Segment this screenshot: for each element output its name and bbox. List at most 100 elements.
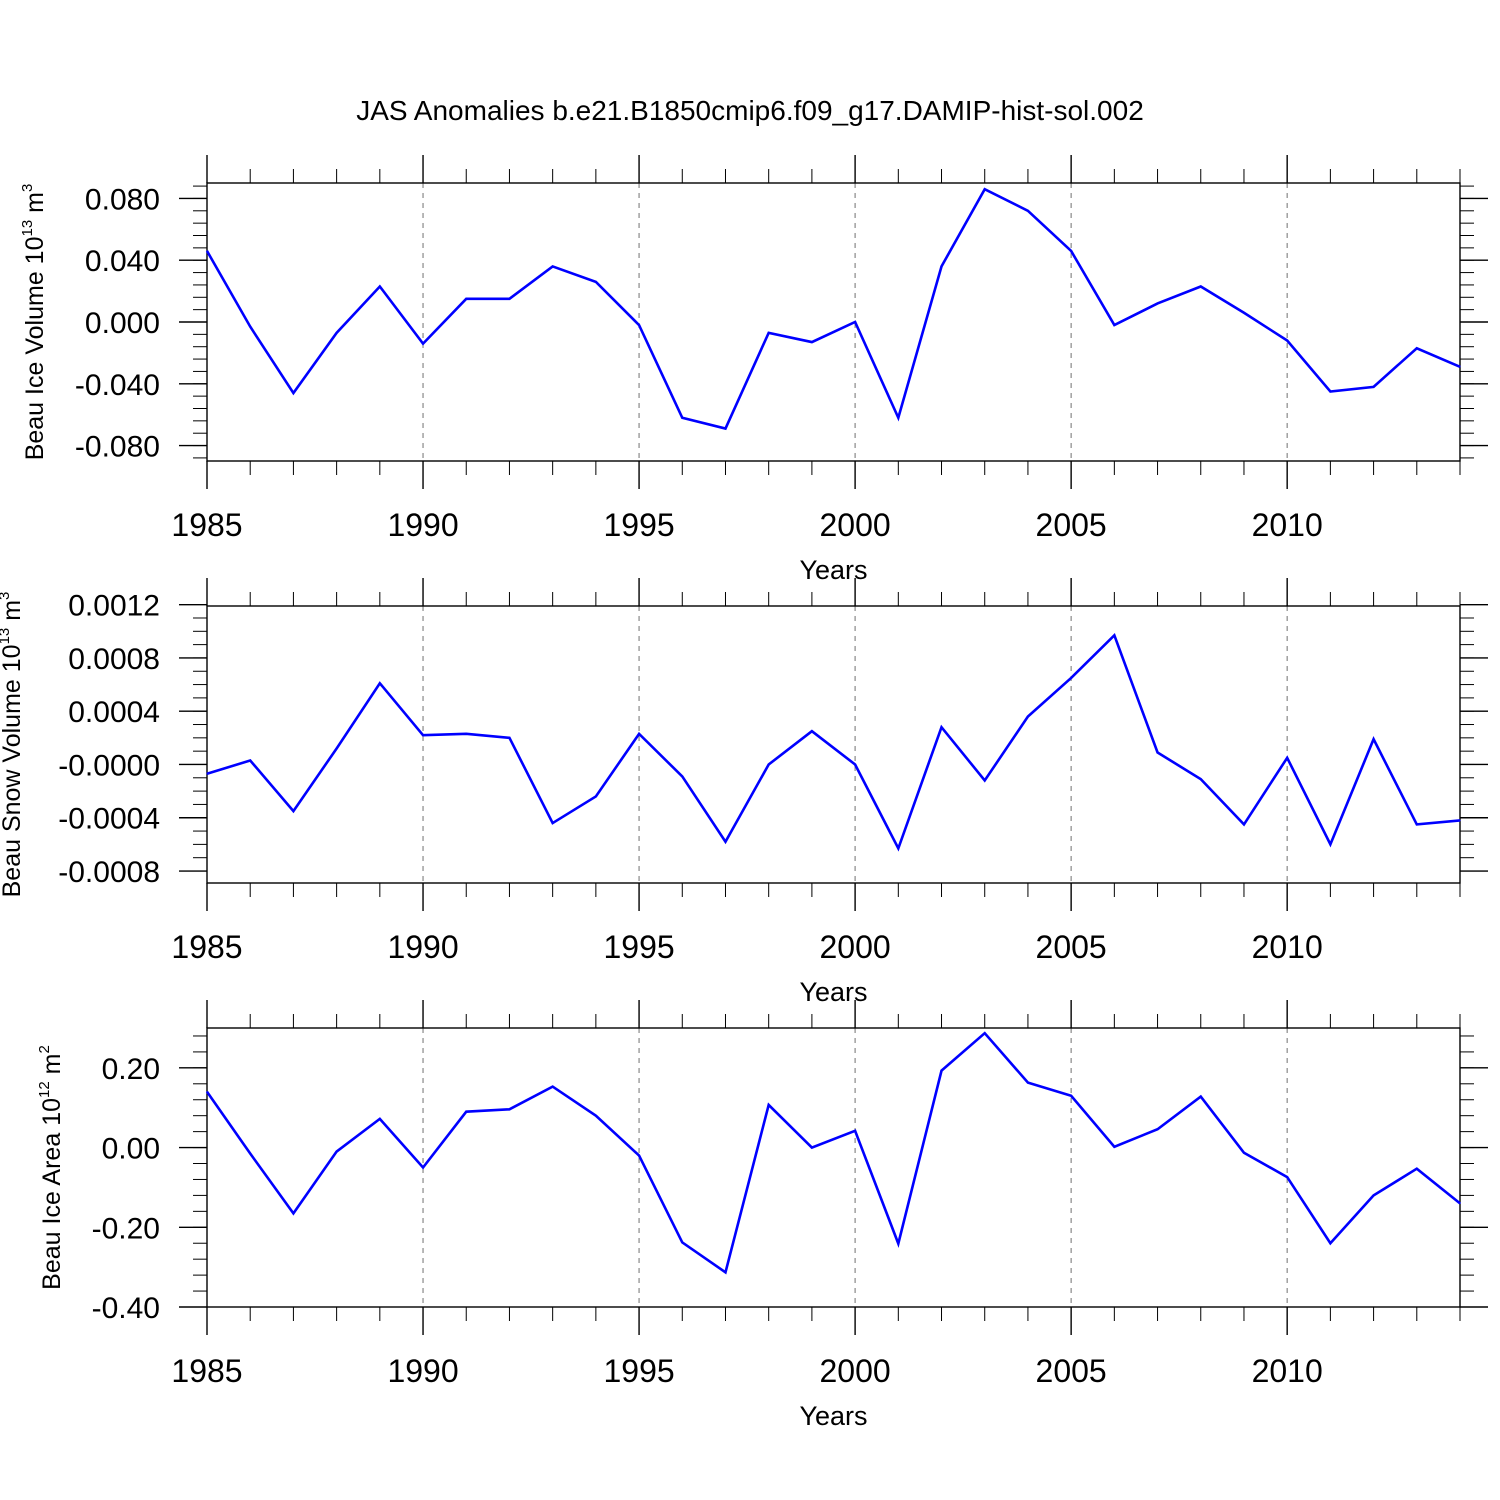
data-point: [292, 392, 295, 394]
data-point: [638, 733, 640, 735]
y-axis-label-unit: m: [21, 192, 49, 220]
x-tick-label: 2010: [1252, 507, 1323, 543]
x-tick-label: 1985: [171, 929, 242, 965]
x-tick-label: 2010: [1252, 929, 1323, 965]
data-point: [292, 1212, 295, 1214]
data-point: [940, 726, 943, 728]
data-point: [768, 763, 770, 766]
x-axis-label: Years: [799, 977, 867, 1007]
data-point: [379, 682, 381, 684]
data-point: [1243, 823, 1245, 826]
data-point: [1113, 324, 1115, 326]
y-axis-label: Beau Ice Volume 1013 m3: [19, 184, 49, 461]
data-point: [724, 1271, 727, 1273]
data-point: [1200, 285, 1202, 288]
data-point: [854, 763, 856, 766]
data-point: [465, 1111, 467, 1113]
data-point: [1459, 1202, 1461, 1204]
data-point: [1200, 1095, 1202, 1098]
data-point: [552, 822, 554, 824]
data-point: [638, 324, 640, 326]
x-tick-label: 2005: [1036, 1353, 1107, 1389]
y-tick-label: 0.0004: [68, 696, 160, 729]
data-point: [552, 265, 554, 267]
data-point: [292, 810, 295, 812]
x-tick-label: 1995: [603, 929, 674, 965]
data-point: [724, 427, 727, 430]
data-point: [1156, 751, 1159, 754]
data-point: [1027, 1082, 1029, 1084]
y-tick-label: -0.0000: [58, 749, 160, 782]
y-tick-label: -0.080: [75, 431, 160, 464]
y-axis-label-unit: m: [38, 1054, 66, 1082]
data-point: [336, 747, 338, 750]
y-axis-label-exponent: 13: [19, 220, 36, 237]
x-tick-label: 2000: [820, 1353, 891, 1389]
x-tick-label: 2000: [820, 929, 891, 965]
data-point: [508, 1108, 511, 1110]
data-point: [1329, 1242, 1331, 1244]
data-point: [1243, 1152, 1245, 1154]
data-point: [1156, 1128, 1159, 1130]
chart-panels: -0.080 -0.040 0.000 0.040 0.080 1985 1990 1995 2…: [0, 155, 1488, 1431]
y-tick-label: -0.40: [92, 1292, 160, 1325]
data-point: [1156, 302, 1159, 305]
panel-2: -0.0008 -0.0004 -0.0000 0.0004 0.0008 0.0012 1…: [0, 578, 1488, 1007]
data-point: [206, 250, 208, 252]
x-axis-label: Years: [799, 1401, 867, 1431]
y-axis-label-base: Beau Ice Volume 10: [21, 237, 49, 461]
data-point: [508, 737, 511, 739]
y-tick-label: 0.040: [85, 245, 160, 278]
data-point: [465, 298, 467, 300]
y-axis-label-unit-exponent: 3: [0, 592, 13, 600]
y-tick-label: 0.080: [85, 183, 160, 216]
panel-3: -0.40 -0.20 0.00 0.20 1985 1990 1995 2000 2005 20…: [36, 1000, 1488, 1431]
data-point: [595, 281, 597, 283]
data-point: [1372, 738, 1375, 740]
x-tick-label: 2000: [820, 507, 891, 543]
y-axis-label-exponent: 13: [0, 628, 13, 645]
x-tick-label: 2010: [1252, 1353, 1323, 1389]
data-point: [811, 1146, 813, 1149]
data-point: [638, 1154, 640, 1157]
data-point: [1113, 1146, 1115, 1148]
data-point: [422, 734, 424, 736]
x-tick-label: 1990: [387, 1353, 458, 1389]
x-tick-label: 1990: [387, 507, 458, 543]
data-point: [1329, 843, 1331, 845]
plot-frame: [206, 1027, 1461, 1308]
data-point: [552, 1085, 554, 1088]
data-point: [379, 1118, 381, 1120]
data-point: [595, 795, 597, 798]
y-axis-label-base: Beau Ice Area 10: [38, 1098, 66, 1290]
series-line: [205, 187, 1461, 431]
data-point: [984, 188, 986, 190]
data-point: [336, 1150, 338, 1153]
y-tick-label: 0.0012: [68, 590, 160, 623]
data-point: [379, 285, 381, 288]
y-axis-label-unit-exponent: 3: [19, 184, 36, 192]
x-tick-label: 2005: [1036, 929, 1107, 965]
data-point: [897, 847, 899, 849]
y-axis-label-unit-exponent: 2: [36, 1045, 53, 1053]
data-point: [1070, 677, 1072, 679]
x-tick-label: 1995: [603, 507, 674, 543]
data-point: [206, 1091, 208, 1093]
data-point: [811, 341, 813, 343]
data-point: [249, 759, 251, 762]
data-point: [1372, 386, 1375, 388]
series-line: [206, 632, 1461, 852]
data-point: [984, 779, 986, 782]
plot-frame: [206, 182, 1461, 462]
data-point: [1286, 757, 1288, 759]
data-point: [1416, 823, 1418, 826]
data-point: [595, 1115, 597, 1117]
data-point: [681, 1241, 683, 1244]
x-tick-label: 2005: [1036, 507, 1107, 543]
data-point: [422, 343, 424, 345]
data-point: [1416, 1168, 1418, 1170]
plot-frame: [206, 605, 1461, 884]
data-point: [1286, 1176, 1288, 1178]
data-point: [1070, 1095, 1072, 1097]
